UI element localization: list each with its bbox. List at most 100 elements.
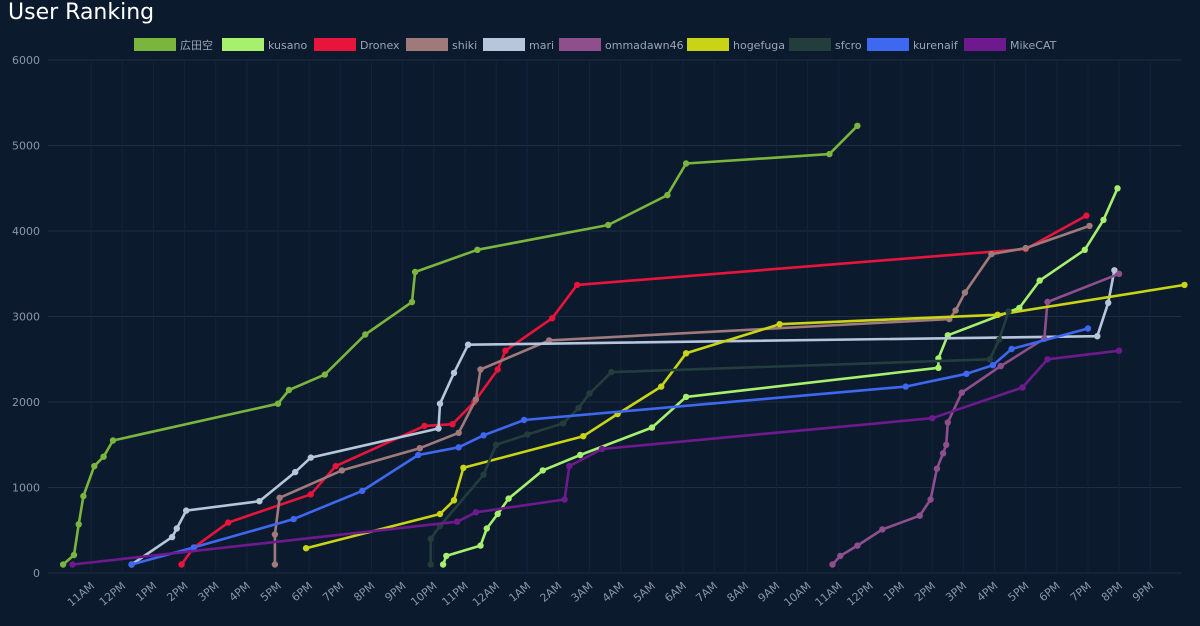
data-point[interactable] [1081,246,1089,253]
data-point[interactable] [829,561,836,568]
data-point[interactable] [929,415,936,422]
data-point[interactable] [411,268,419,276]
data-point[interactable] [958,389,965,396]
data-point[interactable] [963,370,970,377]
data-point[interactable] [1016,304,1023,312]
data-point[interactable] [307,454,314,461]
data-point[interactable] [916,512,923,519]
data-point[interactable] [483,525,490,532]
data-point[interactable] [472,396,480,403]
data-point[interactable] [682,160,690,167]
data-point[interactable] [1019,384,1026,391]
data-point[interactable] [183,507,190,514]
data-point[interactable] [943,441,950,448]
data-point[interactable] [837,552,844,560]
data-point[interactable] [290,515,297,523]
data-point[interactable] [271,561,279,568]
legend-item[interactable]: mari [483,38,554,52]
data-point[interactable] [436,510,444,518]
data-point[interactable] [573,281,581,289]
data-point[interactable] [427,561,434,568]
data-point[interactable] [927,496,934,503]
data-point[interactable] [1105,299,1112,306]
data-point[interactable] [961,289,969,296]
legend-item[interactable]: MikeCAT [964,38,1057,52]
data-point[interactable] [362,331,369,338]
data-point[interactable] [939,450,947,457]
data-point[interactable] [605,221,612,229]
legend-item[interactable]: 広田空 [134,38,213,52]
data-point[interactable] [415,451,422,459]
data-point[interactable] [225,519,232,526]
data-point[interactable] [996,336,1003,343]
data-point[interactable] [879,526,886,533]
data-point[interactable] [454,518,461,525]
data-point[interactable] [59,561,67,568]
data-point[interactable] [539,467,546,474]
data-point[interactable] [332,462,339,470]
data-point[interactable] [474,246,481,253]
data-point[interactable] [989,362,997,369]
data-point[interactable] [1115,270,1123,277]
data-point[interactable] [455,429,462,436]
data-point[interactable] [178,561,185,568]
data-point[interactable] [854,122,861,129]
data-point[interactable] [520,416,528,424]
data-point[interactable] [1094,333,1101,340]
data-point[interactable] [321,371,328,378]
data-point[interactable] [427,535,434,542]
data-point[interactable] [91,462,98,470]
data-point[interactable] [494,510,501,518]
data-point[interactable] [271,531,279,538]
data-point[interactable] [854,542,861,549]
data-point[interactable] [1084,325,1092,332]
data-point[interactable] [598,445,606,453]
legend-item[interactable]: sfcro [789,38,862,52]
data-point[interactable] [292,468,299,476]
data-point[interactable] [1044,298,1051,306]
data-point[interactable] [545,337,553,344]
legend-item[interactable]: ommadawn46 [559,38,684,52]
data-point[interactable] [505,495,512,502]
data-point[interactable] [408,298,416,306]
data-point[interactable] [100,453,107,460]
legend-item[interactable]: Dronex [314,38,400,52]
data-point[interactable] [988,250,995,258]
data-point[interactable] [776,321,783,328]
data-point[interactable] [1008,345,1015,353]
data-point[interactable] [826,150,833,158]
data-point[interactable] [933,465,941,472]
legend-item[interactable]: hogefuga [687,38,785,52]
data-point[interactable] [439,561,447,568]
chart-legend[interactable]: 広田空 kusano Dronex shiki mari ommadawn46 hogefu… [134,38,1057,52]
data-point[interactable] [443,552,450,560]
data-point[interactable] [480,432,487,439]
data-point[interactable] [477,366,484,373]
data-point[interactable] [664,191,671,199]
data-point[interactable] [472,509,480,516]
data-point[interactable] [1005,308,1012,315]
data-point[interactable] [436,400,444,407]
data-point[interactable] [307,491,314,498]
data-point[interactable] [128,561,135,568]
data-point[interactable] [902,383,909,390]
data-point[interactable] [168,533,176,541]
legend-item[interactable]: shiki [406,38,477,52]
data-point[interactable] [302,545,310,552]
data-point[interactable] [477,542,484,549]
data-point[interactable] [276,494,283,501]
data-point[interactable] [580,433,587,440]
data-point[interactable] [682,350,690,357]
data-point[interactable] [608,368,615,376]
data-point[interactable] [274,400,282,407]
data-point[interactable] [1086,222,1093,230]
data-point[interactable] [502,347,509,354]
data-point[interactable] [460,464,467,471]
data-point[interactable] [455,444,462,451]
data-point[interactable] [577,451,584,459]
data-point[interactable] [1181,281,1188,289]
data-point[interactable] [285,386,293,394]
data-point[interactable] [80,492,87,500]
data-point[interactable] [359,487,366,495]
data-point[interactable] [464,341,472,348]
